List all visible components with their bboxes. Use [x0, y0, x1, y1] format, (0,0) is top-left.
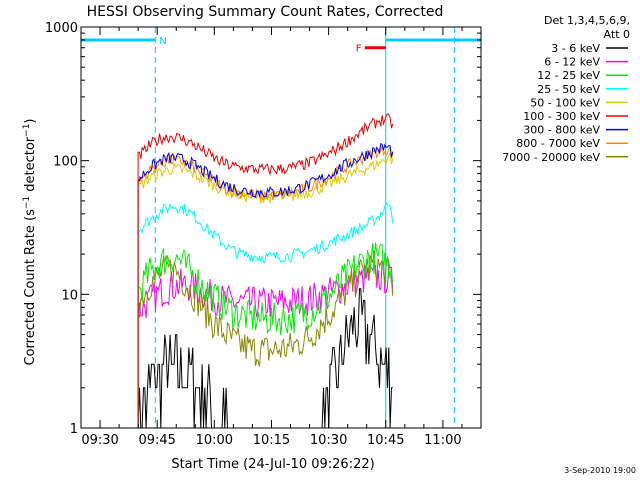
annotation-label-night: N — [159, 36, 166, 47]
legend-header-line1: Det 1,3,4,5,6,9, — [544, 14, 630, 27]
legend-header-line2: Att 0 — [604, 28, 630, 41]
y-axis-label-end: ) — [23, 118, 38, 123]
axes-layer: 1 10 100 1000 09:30 09:45 10:00 10:15 10:30 10:45… — [45, 21, 482, 448]
y-axis-label: Corrected Count Rate (s−1 detector−1) — [22, 118, 38, 365]
legend-label-6: 100 - 300 keV — [523, 110, 600, 123]
legend-label-9: 7000 - 20000 keV — [502, 151, 600, 164]
x-tick-label-2: 10:00 — [196, 433, 233, 448]
series-line-7 — [137, 142, 394, 428]
x-tick-label-5: 10:45 — [367, 433, 404, 448]
legend-label-3: 12 - 25 keV — [537, 69, 600, 82]
legend-label-7: 300 - 800 keV — [523, 124, 600, 137]
legend-label-5: 50 - 100 keV — [530, 96, 600, 109]
y-tick-label-2: 100 — [53, 155, 78, 170]
x-tick-label-1: 09:45 — [138, 433, 175, 448]
annotation-label-flare: F — [356, 44, 362, 55]
generation-timestamp: 3-Sep-2010 19:00 — [564, 466, 636, 475]
y-tick-label-3: 1000 — [45, 21, 78, 36]
chart-title: HESSI Observing Summary Count Rates, Cor… — [87, 4, 444, 20]
legend-label-8: 800 - 7000 keV — [516, 137, 600, 150]
legend-label-1: 3 - 6 keV — [551, 42, 600, 55]
series-line-3 — [137, 242, 394, 428]
x-tick-label-6: 11:00 — [424, 433, 461, 448]
y-tick-label-0: 1 — [70, 422, 78, 437]
series-line-9 — [137, 250, 394, 428]
series-line-5 — [137, 151, 394, 428]
legend-label-4: 25 - 50 keV — [537, 83, 600, 96]
y-axis-label-sup2: −1 — [22, 124, 32, 137]
y-axis-label-mid: detector — [23, 136, 38, 196]
x-axis-label: Start Time (24-Jul-10 09:26:22) — [171, 457, 374, 472]
y-axis-label-main: Corrected Count Rate (s — [23, 209, 38, 366]
x-tick-label-3: 10:15 — [253, 433, 290, 448]
series-line-8 — [137, 145, 394, 428]
series-line-6 — [137, 113, 394, 428]
series-line-1 — [137, 288, 393, 428]
series-group — [137, 113, 394, 428]
x-tick-label-4: 10:30 — [310, 433, 347, 448]
y-tick-label-1: 10 — [61, 288, 78, 303]
legend-label-2: 6 - 12 keV — [544, 56, 600, 69]
series-line-2 — [137, 261, 394, 428]
plot-layer: NF — [80, 27, 481, 428]
plot-frame — [80, 26, 482, 429]
y-axis-label-sup1: −1 — [22, 196, 32, 209]
series-line-4 — [137, 200, 394, 428]
x-tick-label-0: 09:30 — [81, 433, 118, 448]
